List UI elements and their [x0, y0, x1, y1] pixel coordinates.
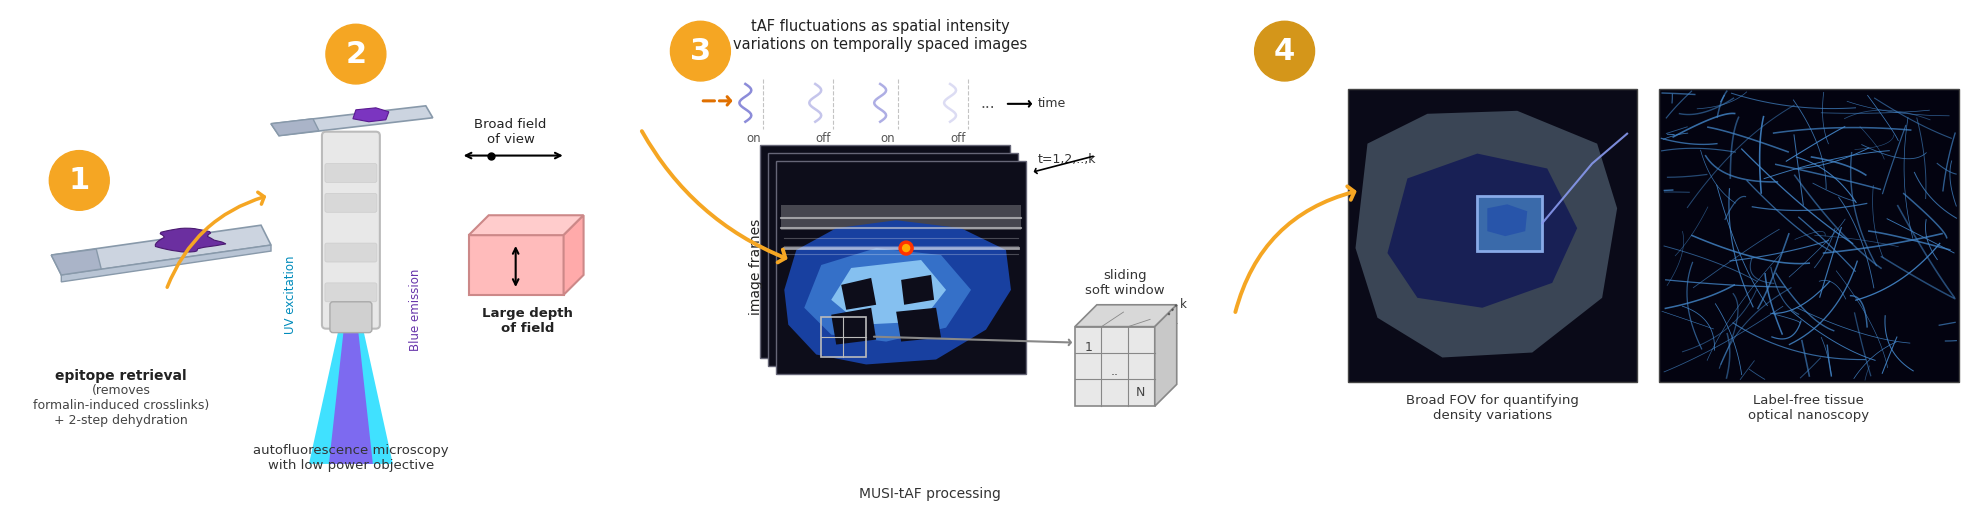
Text: 3: 3	[690, 37, 710, 66]
Text: 1: 1	[1085, 341, 1093, 354]
Circle shape	[50, 151, 109, 211]
Polygon shape	[1488, 204, 1528, 236]
FancyBboxPatch shape	[329, 302, 371, 333]
Text: 4: 4	[1274, 37, 1296, 66]
Polygon shape	[272, 119, 319, 135]
Text: 2: 2	[345, 39, 367, 69]
FancyBboxPatch shape	[325, 193, 377, 212]
Text: on: on	[881, 132, 895, 145]
Text: ...: ...	[980, 97, 994, 111]
Polygon shape	[310, 310, 393, 464]
Text: k: k	[1180, 298, 1186, 311]
Polygon shape	[1478, 196, 1542, 251]
Text: tAF fluctuations as spatial intensity: tAF fluctuations as spatial intensity	[750, 19, 1010, 34]
Text: sliding
soft window: sliding soft window	[1085, 269, 1165, 297]
Text: epitope retrieval: epitope retrieval	[56, 370, 186, 383]
FancyBboxPatch shape	[321, 132, 379, 329]
Polygon shape	[52, 225, 272, 275]
Circle shape	[1254, 22, 1315, 81]
Polygon shape	[760, 144, 1010, 359]
Polygon shape	[831, 260, 946, 324]
Text: time: time	[1038, 97, 1065, 110]
Polygon shape	[468, 215, 583, 235]
Text: Broad FOV for quantifying
density variations: Broad FOV for quantifying density variat…	[1407, 394, 1579, 422]
Polygon shape	[897, 308, 940, 342]
Circle shape	[899, 241, 913, 255]
Polygon shape	[1155, 305, 1177, 406]
Text: Broad field
of view: Broad field of view	[474, 118, 548, 145]
Text: on: on	[746, 132, 760, 145]
Polygon shape	[804, 248, 970, 342]
Polygon shape	[841, 278, 877, 310]
Text: off: off	[815, 132, 831, 145]
Polygon shape	[52, 249, 101, 275]
Polygon shape	[1387, 154, 1577, 308]
Text: Large depth
of field: Large depth of field	[482, 307, 573, 335]
Text: autofluorescence microscopy
with low power objective: autofluorescence microscopy with low pow…	[254, 444, 448, 472]
Polygon shape	[776, 161, 1026, 374]
Polygon shape	[1075, 327, 1155, 406]
Text: MUSI-tAF processing: MUSI-tAF processing	[859, 487, 1002, 501]
Polygon shape	[563, 215, 583, 295]
Polygon shape	[831, 308, 877, 344]
FancyBboxPatch shape	[325, 283, 377, 302]
Circle shape	[325, 24, 385, 84]
Polygon shape	[1347, 89, 1637, 382]
Text: 1: 1	[1171, 314, 1178, 327]
Polygon shape	[782, 205, 1022, 230]
Text: UV excitation: UV excitation	[284, 256, 298, 334]
Polygon shape	[155, 228, 226, 252]
Text: Label-free tissue
optical nanoscopy: Label-free tissue optical nanoscopy	[1748, 394, 1869, 422]
Text: (removes
formalin-induced crosslinks)
+ 2-step dehydration: (removes formalin-induced crosslinks) + …	[34, 384, 210, 427]
Polygon shape	[784, 220, 1012, 364]
Polygon shape	[1355, 111, 1617, 358]
Polygon shape	[1659, 89, 1958, 382]
Polygon shape	[62, 245, 272, 282]
Text: image frames: image frames	[750, 219, 764, 315]
Text: off: off	[950, 132, 966, 145]
Circle shape	[671, 22, 730, 81]
Circle shape	[903, 245, 909, 251]
Polygon shape	[329, 310, 373, 464]
Text: ..: ..	[1111, 365, 1119, 378]
Polygon shape	[468, 235, 563, 295]
FancyBboxPatch shape	[325, 163, 377, 182]
Polygon shape	[768, 153, 1018, 366]
Polygon shape	[1075, 305, 1177, 327]
Polygon shape	[901, 275, 934, 305]
Text: t=1,2,..,k: t=1,2,..,k	[1038, 153, 1097, 165]
Polygon shape	[353, 108, 389, 122]
Text: N: N	[1137, 386, 1145, 399]
Polygon shape	[272, 106, 433, 135]
Text: Blue emission: Blue emission	[409, 269, 423, 351]
FancyBboxPatch shape	[325, 243, 377, 262]
Text: variations on temporally spaced images: variations on temporally spaced images	[732, 37, 1028, 52]
Text: 1: 1	[69, 166, 89, 195]
